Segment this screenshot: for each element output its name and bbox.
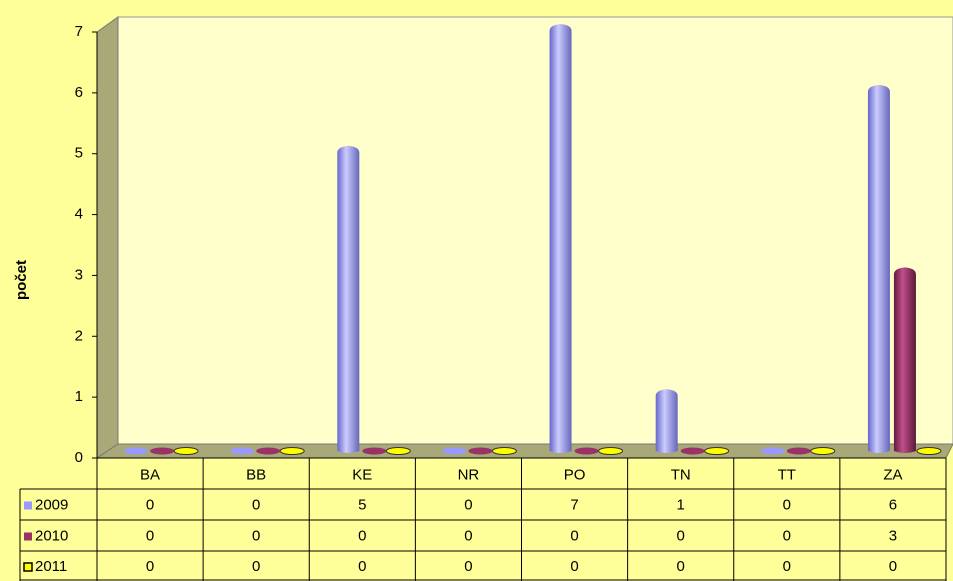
table-value: 0 bbox=[252, 558, 260, 575]
cylinder bbox=[124, 447, 149, 455]
y-axis-label: počet bbox=[13, 260, 30, 300]
y-tick-label: 0 bbox=[75, 449, 83, 466]
table-value: 0 bbox=[464, 558, 472, 575]
table-value: 0 bbox=[358, 558, 366, 575]
table-value: 0 bbox=[464, 496, 472, 513]
cylinder bbox=[760, 447, 785, 455]
cylinder bbox=[337, 145, 360, 453]
cylinder bbox=[893, 267, 916, 453]
table-value: 5 bbox=[358, 496, 366, 513]
table-value: 6 bbox=[889, 496, 897, 513]
legend-swatch bbox=[24, 532, 32, 541]
cylinder bbox=[362, 447, 387, 455]
x-tick-label: ZA bbox=[883, 466, 902, 483]
cylinder bbox=[230, 447, 255, 455]
table-value: 0 bbox=[464, 527, 472, 544]
table-value: 0 bbox=[146, 558, 154, 575]
x-tick-label: PO bbox=[564, 466, 586, 483]
side-wall bbox=[96, 16, 119, 459]
table-value: 0 bbox=[783, 527, 791, 544]
back-wall bbox=[117, 16, 953, 445]
x-tick-label: TT bbox=[778, 466, 796, 483]
cylinder bbox=[598, 447, 624, 455]
cylinder bbox=[786, 447, 811, 455]
y-tick-label: 3 bbox=[75, 266, 83, 283]
table-value: 0 bbox=[677, 527, 685, 544]
table-value: 0 bbox=[252, 527, 260, 544]
y-tick-label: 6 bbox=[75, 84, 83, 101]
table-value: 0 bbox=[570, 558, 578, 575]
x-tick-label: KE bbox=[352, 466, 372, 483]
x-tick-label: TN bbox=[671, 466, 691, 483]
table-value: 1 bbox=[677, 496, 685, 513]
y-tick-label: 1 bbox=[75, 388, 83, 405]
table-value: 0 bbox=[783, 558, 791, 575]
cylinder bbox=[655, 389, 678, 453]
table-value: 7 bbox=[570, 496, 578, 513]
cylinder bbox=[279, 447, 305, 455]
x-tick-label: BB bbox=[246, 466, 266, 483]
y-tick-label: 2 bbox=[75, 327, 83, 344]
table-value: 0 bbox=[570, 527, 578, 544]
table-value: 0 bbox=[146, 527, 154, 544]
cylinder bbox=[549, 24, 572, 453]
cylinder bbox=[867, 84, 890, 453]
cylinder bbox=[385, 447, 411, 455]
cylinder bbox=[916, 447, 942, 455]
cylinder bbox=[680, 447, 705, 455]
cylinder bbox=[574, 447, 599, 455]
table-value: 0 bbox=[252, 496, 260, 513]
cylinder bbox=[468, 447, 493, 455]
table-value: 0 bbox=[677, 558, 685, 575]
legend-label: 2010 bbox=[35, 527, 68, 544]
table-value: 0 bbox=[358, 527, 366, 544]
cylinder bbox=[704, 447, 730, 455]
legend-swatch bbox=[23, 562, 33, 572]
cylinder bbox=[491, 447, 517, 455]
legend-label: 2009 bbox=[35, 496, 68, 513]
table-value: 3 bbox=[889, 527, 897, 544]
y-tick-label: 7 bbox=[75, 23, 83, 40]
table-value: 0 bbox=[783, 496, 791, 513]
cylinder bbox=[150, 447, 175, 455]
x-tick-label: NR bbox=[458, 466, 480, 483]
table-value: 0 bbox=[146, 496, 154, 513]
x-tick-label: BA bbox=[140, 466, 160, 483]
table-value: 0 bbox=[889, 558, 897, 575]
legend-swatch bbox=[24, 501, 32, 510]
y-tick-label: 4 bbox=[75, 206, 83, 223]
cylinder bbox=[442, 447, 467, 455]
y-tick-label: 5 bbox=[75, 145, 83, 162]
cylinder bbox=[173, 447, 199, 455]
cylinder bbox=[810, 447, 836, 455]
cylinder bbox=[256, 447, 281, 455]
legend-label: 2011 bbox=[35, 558, 67, 575]
